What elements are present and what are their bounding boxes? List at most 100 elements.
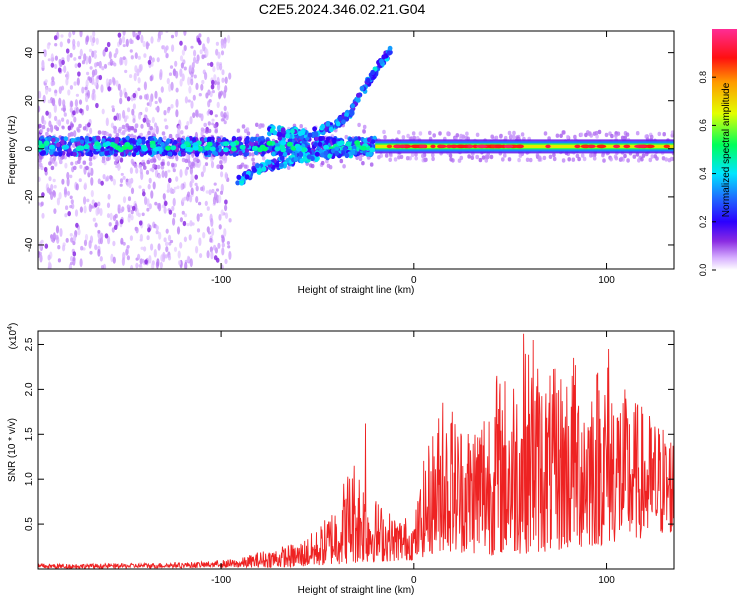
band-halo (101, 158, 106, 164)
noise-speck (100, 84, 104, 93)
noise-speck (205, 190, 209, 194)
band-cell-bright (230, 146, 237, 152)
falling-branch-cell (298, 151, 304, 158)
noise-speck (66, 119, 70, 125)
noise-speck (140, 171, 144, 181)
noise-speck (108, 51, 112, 59)
band-halo (542, 155, 547, 161)
noise-speck (218, 91, 222, 100)
noise-speck (147, 119, 151, 124)
band-halo (448, 153, 453, 158)
noise-speck (134, 52, 138, 59)
falling-branch-cell (344, 152, 350, 159)
peak-cell (419, 144, 427, 149)
noise-speck (138, 112, 142, 120)
noise-speck (121, 206, 125, 212)
noise-speck (176, 185, 180, 190)
noise-speck (99, 208, 103, 216)
noise-speck (224, 76, 228, 85)
noise-speck (41, 64, 45, 68)
noise-speck (144, 196, 148, 206)
band-halo (342, 164, 346, 169)
noise-speck (50, 53, 54, 63)
falling-branch-cell (302, 156, 307, 162)
noise-speck (169, 187, 173, 194)
peak-cell (386, 144, 393, 149)
band-cell (318, 142, 323, 147)
noise-speck (88, 240, 92, 249)
band-cell (314, 136, 319, 141)
noise-speck (38, 105, 41, 113)
noise-speck (166, 77, 170, 85)
noise-speck (117, 83, 121, 91)
peak-cell (518, 144, 524, 149)
noise-speck (224, 258, 228, 265)
band-halo (575, 153, 580, 159)
band-halo (243, 128, 248, 134)
band-halo (191, 162, 195, 167)
band-halo (115, 132, 120, 138)
band-cell-bright (345, 141, 352, 147)
band-halo (602, 158, 606, 163)
rising-branch-cell (349, 108, 355, 114)
band-cell-bright (354, 140, 361, 146)
band-halo (431, 156, 435, 162)
band-cell (60, 139, 65, 145)
noise-speck (92, 31, 96, 38)
noise-speck (177, 260, 182, 266)
band-cell (318, 136, 323, 142)
noise-speck (130, 264, 134, 269)
falling-branch-cell (274, 162, 280, 168)
noise-speck (200, 171, 204, 178)
band-halo (525, 157, 530, 162)
noise-speck (80, 245, 84, 251)
noise-speck (52, 97, 56, 107)
peak-cell (490, 144, 495, 149)
noise-speck (106, 41, 111, 48)
noise-speck (179, 55, 184, 62)
noise-speck (189, 258, 193, 268)
rising-branch-cell (272, 130, 278, 136)
band-halo (261, 123, 265, 128)
band-halo (573, 134, 577, 140)
noise-speck (175, 109, 179, 118)
band-halo (418, 131, 423, 136)
band-cell (109, 150, 114, 155)
noise-speck (179, 217, 183, 223)
band-halo (59, 159, 63, 165)
noise-speck (62, 99, 66, 107)
noise-speck (84, 86, 88, 90)
noise-speck (127, 178, 132, 185)
noise-speck (48, 176, 52, 182)
noise-speck (70, 161, 74, 166)
noise-speck (79, 31, 83, 38)
noise-speck (227, 245, 231, 249)
noise-speck (119, 89, 123, 98)
noise-speck (195, 185, 199, 192)
band-halo (193, 157, 197, 162)
spectrogram-frame (37, 30, 675, 270)
noise-speck (85, 95, 89, 103)
noise-speck (211, 227, 215, 236)
noise-speck (125, 38, 129, 48)
falling-branch-cell (279, 155, 285, 161)
noise-speck (74, 99, 78, 108)
noise-speck (88, 48, 93, 53)
band-halo (459, 155, 464, 161)
noise-speck (65, 48, 70, 54)
noise-speck (74, 63, 78, 69)
noise-speck (211, 122, 215, 126)
noise-speck (117, 204, 121, 209)
chart-title: C2E5.2024.346.02.21.G04 (259, 1, 426, 17)
noise-speck (199, 49, 203, 55)
noise-speck (115, 219, 119, 227)
noise-speck (202, 232, 206, 239)
noise-speck (183, 213, 188, 218)
noise-speck (143, 81, 147, 91)
band-cell (63, 136, 68, 142)
noise-speck (217, 51, 221, 60)
noise-speck (179, 242, 183, 249)
noise-speck (38, 176, 41, 182)
noise-speck (106, 202, 111, 209)
band-halo (142, 162, 146, 167)
